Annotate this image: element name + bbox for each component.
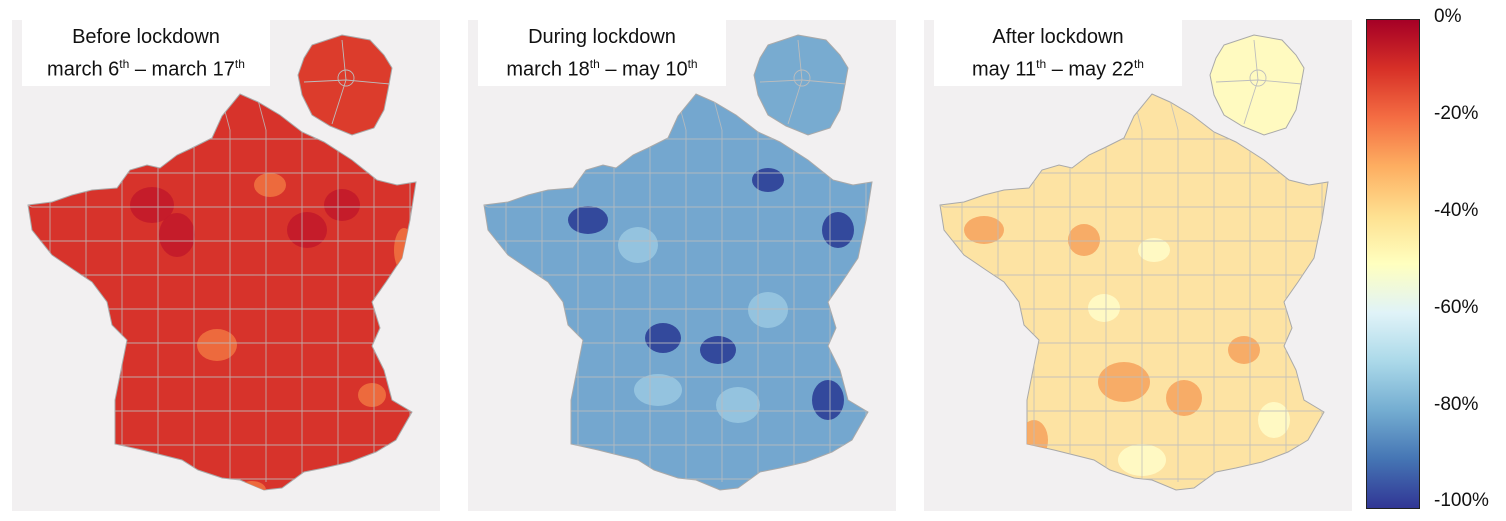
department-patch [197, 329, 237, 361]
department-patch [700, 336, 736, 364]
panel-title-before: Before lockdown march 6th – march 17th [22, 20, 270, 86]
inset-border [303, 79, 391, 85]
department-border [1241, 99, 1251, 482]
map-panel-during [468, 20, 896, 511]
department-patch [1068, 224, 1100, 256]
department-patch [324, 189, 360, 221]
department-border [1205, 99, 1215, 482]
department-border [28, 231, 416, 242]
department-border [953, 99, 963, 482]
legend-tick-80: -80% [1434, 394, 1479, 415]
panel-title-during: During lockdown march 18th – may 10th [478, 20, 726, 86]
department-border [257, 99, 267, 482]
france-map-after [939, 34, 1329, 491]
department-border [329, 99, 339, 482]
department-border [497, 99, 507, 482]
country-shape [27, 93, 417, 491]
map-panel-after [924, 20, 1352, 511]
paris-marker [793, 69, 811, 87]
department-patch [1166, 380, 1202, 416]
department-border [940, 231, 1328, 242]
department-patch [964, 216, 1004, 244]
department-patch [670, 481, 706, 490]
title-line1: After lockdown [992, 26, 1124, 48]
department-border [1169, 99, 1179, 482]
legend-tick-20: -20% [1434, 103, 1479, 124]
country-shape [939, 93, 1329, 491]
department-border [28, 197, 416, 208]
department-patch [1088, 294, 1120, 322]
department-border [41, 99, 51, 482]
department-patch [716, 387, 760, 423]
department-border [484, 197, 872, 208]
paris-marker [1249, 69, 1267, 87]
department-border [221, 99, 231, 482]
department-border [293, 99, 303, 482]
title-line2: may 11th – may 22th [972, 57, 1144, 81]
department-patch [1098, 362, 1150, 402]
title-line1: During lockdown [528, 26, 676, 48]
department-patch [254, 173, 286, 197]
department-patch [287, 212, 327, 248]
department-border [484, 231, 872, 242]
legend-tick-100: -100% [1434, 490, 1489, 511]
inset-border [1215, 79, 1303, 85]
department-patch [592, 480, 624, 490]
panel-title-after: After lockdown may 11th – may 22th [934, 20, 1182, 86]
department-border [785, 99, 795, 482]
legend-tick-40: -40% [1434, 200, 1479, 221]
department-patch [1228, 336, 1260, 364]
title-line2: march 18th – may 10th [506, 57, 698, 81]
department-patch [618, 227, 658, 263]
department-patch [159, 213, 195, 257]
map-panel-before [12, 20, 440, 511]
department-patch [568, 206, 608, 234]
department-border [641, 99, 651, 482]
department-border [533, 99, 543, 482]
department-border [677, 99, 687, 482]
department-border [1097, 99, 1107, 482]
department-border [940, 197, 1328, 208]
department-patch [645, 323, 681, 353]
legend-tick-60: -60% [1434, 297, 1479, 318]
title-line1: Before lockdown [72, 26, 220, 48]
department-patch [358, 383, 386, 407]
department-patch [1258, 402, 1290, 438]
department-border [185, 99, 195, 482]
department-patch [238, 481, 266, 490]
title-line2: march 6th – march 17th [47, 57, 245, 81]
department-patch [1138, 238, 1170, 262]
france-map-during [483, 34, 873, 491]
department-patch [822, 212, 854, 248]
department-border [713, 99, 723, 482]
ile-de-france-inset [297, 34, 393, 136]
france-map-before [27, 34, 417, 491]
legend-tick-0: 0% [1434, 6, 1462, 27]
paris-marker [337, 69, 355, 87]
department-border [989, 99, 999, 482]
color-scale-bar [1366, 19, 1420, 509]
department-border [749, 99, 759, 482]
department-patch [748, 292, 788, 328]
department-patch [752, 168, 784, 192]
ile-de-france-inset [753, 34, 849, 136]
department-patch [634, 374, 682, 406]
department-border [77, 99, 87, 482]
ile-de-france-inset [1209, 34, 1305, 136]
department-border [1133, 99, 1143, 482]
department-patch [812, 380, 844, 420]
inset-border [759, 79, 847, 85]
country-shape [483, 93, 873, 491]
department-patch [130, 187, 174, 223]
